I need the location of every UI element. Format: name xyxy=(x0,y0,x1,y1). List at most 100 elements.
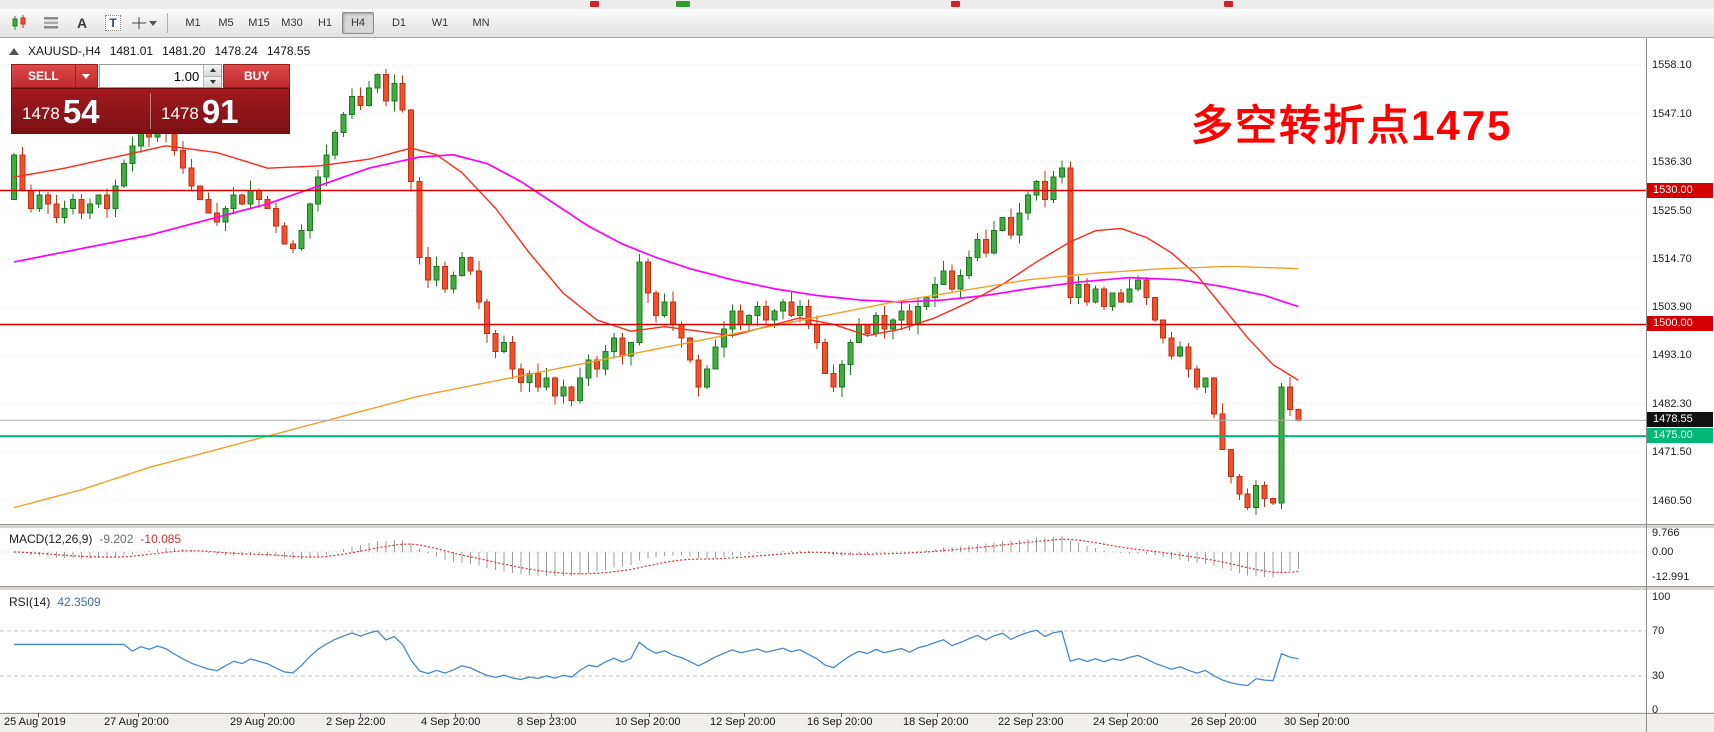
time-axis-tick xyxy=(1225,713,1226,717)
buy-button[interactable]: BUY xyxy=(223,64,290,88)
crosshair-tool-icon[interactable] xyxy=(130,11,158,35)
candlestick-chart-icon[interactable] xyxy=(6,11,34,35)
price-axis-label: 1536.30 xyxy=(1652,156,1692,169)
open-value: 1481.01 xyxy=(109,44,154,58)
time-axis-tick xyxy=(138,713,139,717)
price-tag-1500.00[interactable]: 1500.00 xyxy=(1647,316,1713,332)
timeframe-button-h4[interactable]: H4 xyxy=(342,12,374,34)
time-axis-tick xyxy=(360,713,361,717)
time-axis-label: 18 Sep 20:00 xyxy=(903,716,969,728)
text-box-icon[interactable]: T xyxy=(99,11,127,35)
toolbar: A T M1 M5 M15 M30 H1 H4 D1 W1 MN xyxy=(0,9,1714,38)
top-strip-marker xyxy=(951,1,960,7)
ask-main-digits: 1478 xyxy=(161,104,199,123)
macd-axis-label: 9.766 xyxy=(1652,526,1680,539)
volume-input[interactable] xyxy=(99,65,204,87)
text-box-glyph: T xyxy=(105,15,121,31)
price-axis-label: 1471.50 xyxy=(1652,445,1692,458)
time-axis-tick xyxy=(455,713,456,717)
one-click-menu-button[interactable] xyxy=(75,64,98,88)
price-axis-label: 1547.10 xyxy=(1652,108,1692,121)
time-axis-label: 12 Sep 20:00 xyxy=(710,716,776,728)
time-axis-label: 8 Sep 23:00 xyxy=(517,716,577,728)
time-axis-tick xyxy=(1127,713,1128,717)
volume-box xyxy=(98,64,223,88)
price-axis-label: 1558.10 xyxy=(1652,59,1692,71)
price-tag-1475.00[interactable]: 1475.00 xyxy=(1647,428,1713,444)
macd-signal-value: -10.085 xyxy=(140,532,182,546)
time-axis-label: 22 Sep 23:00 xyxy=(998,716,1064,728)
volume-decrease-button[interactable] xyxy=(204,76,222,87)
timeframe-button-m1[interactable]: M1 xyxy=(185,17,201,29)
toolbar-separator xyxy=(167,13,168,33)
time-axis-tick xyxy=(264,713,265,717)
rsi-name: RSI(14) xyxy=(9,595,51,609)
panel-separator[interactable] xyxy=(0,586,1714,591)
time-axis-label: 25 Aug 2019 xyxy=(4,716,66,728)
macd-name: MACD(12,26,9) xyxy=(9,532,93,546)
arrow-up-icon xyxy=(209,68,216,73)
rsi-panel xyxy=(0,591,1714,712)
top-strip xyxy=(0,0,1714,9)
timeframe-button-m15[interactable]: M15 xyxy=(248,17,270,29)
timeframe-button-d1[interactable]: D1 xyxy=(391,17,407,29)
arrow-down-icon xyxy=(209,79,216,84)
macd-main-value: -9.202 xyxy=(99,532,134,546)
time-axis-tick xyxy=(841,713,842,717)
time-axis[interactable] xyxy=(0,713,1714,732)
panel-separator[interactable] xyxy=(0,524,1714,529)
bar-list-glyph xyxy=(44,17,58,29)
timeframe-button-m5[interactable]: M5 xyxy=(218,17,234,29)
chevron-down-icon xyxy=(149,20,157,26)
time-axis-label: 30 Sep 20:00 xyxy=(1284,716,1350,728)
time-axis-label: 2 Sep 22:00 xyxy=(326,716,386,728)
timeframe-button-h1[interactable]: H1 xyxy=(317,17,333,29)
time-axis-tick xyxy=(1032,713,1033,717)
time-axis-tick xyxy=(744,713,745,717)
price-axis-label: 1482.30 xyxy=(1652,397,1692,410)
price-axis-label: 1493.10 xyxy=(1652,349,1692,362)
top-strip-marker xyxy=(1224,1,1233,7)
price-axis-label: 1460.50 xyxy=(1652,494,1692,507)
crosshair-glyph xyxy=(132,17,146,29)
chevron-down-icon xyxy=(82,73,91,79)
rsi-axis-label: 0 xyxy=(1652,704,1659,716)
timeframe-button-mn[interactable]: MN xyxy=(472,17,490,29)
rsi-axis-label: 100 xyxy=(1652,591,1671,603)
ask-price-display[interactable]: 1478 91 xyxy=(151,89,289,133)
macd-panel xyxy=(0,529,1714,586)
text-label-glyph: A xyxy=(76,15,88,31)
text-label-icon[interactable]: A xyxy=(68,11,96,35)
rsi-axis-label: 70 xyxy=(1652,624,1665,637)
time-axis-label: 10 Sep 20:00 xyxy=(615,716,681,728)
time-axis-label: 27 Aug 20:00 xyxy=(104,716,169,728)
price-tag-1478.55: 1478.55 xyxy=(1647,412,1713,428)
time-axis-tick xyxy=(937,713,938,717)
bar-list-icon[interactable] xyxy=(37,11,65,35)
price-divider xyxy=(150,93,151,129)
timeframe-button-m30[interactable]: M30 xyxy=(281,17,303,29)
ask-pip-digits: 91 xyxy=(201,93,239,130)
sell-button[interactable]: SELL xyxy=(11,64,76,88)
chart-text-annotation: 多空转折点1475 xyxy=(1191,102,1513,149)
price-axis-label: 1503.90 xyxy=(1652,301,1692,314)
time-axis-tick xyxy=(1318,713,1319,717)
price-tag-1530.00[interactable]: 1530.00 xyxy=(1647,182,1713,198)
time-axis-label: 16 Sep 20:00 xyxy=(807,716,873,728)
bid-pip-digits: 54 xyxy=(62,93,100,130)
time-axis-tick xyxy=(649,713,650,717)
price-axis[interactable] xyxy=(1646,38,1714,712)
time-axis-label: 24 Sep 20:00 xyxy=(1093,716,1159,728)
timeframe-toolbar: M1 M5 M15 M30 H1 H4 D1 W1 MN xyxy=(177,12,498,34)
bid-price-display[interactable]: 1478 54 xyxy=(12,89,150,133)
top-strip-marker xyxy=(590,1,599,7)
timeframe-button-w1[interactable]: W1 xyxy=(431,17,449,29)
volume-increase-button[interactable] xyxy=(204,65,222,77)
high-value: 1481.20 xyxy=(162,44,206,58)
time-axis-tick xyxy=(551,713,552,717)
rsi-indicator-label: RSI(14) 42.3509 xyxy=(9,595,101,609)
low-value: 1478.24 xyxy=(214,44,258,58)
time-axis-label: 4 Sep 20:00 xyxy=(421,716,481,728)
price-axis-label: 1514.70 xyxy=(1652,252,1692,265)
